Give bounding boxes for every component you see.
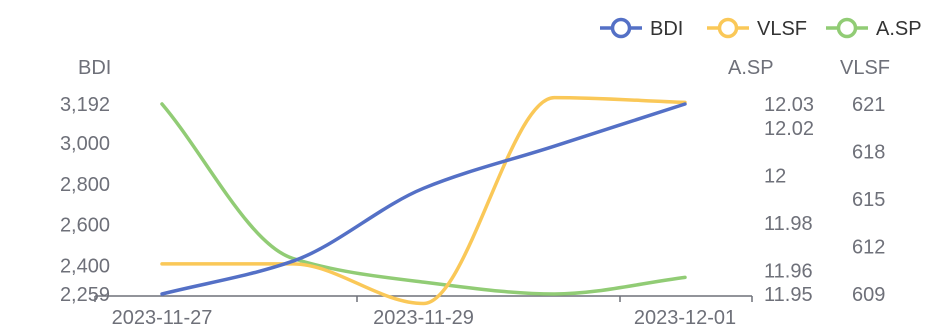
right-outer-axis-ticks: 609 612 615 618 621 — [852, 94, 885, 306]
legend-label: A.SP — [876, 18, 922, 40]
left-axis-ticks: 2,259 2,400 2,600 2,800 3,000 3,192 — [60, 94, 110, 306]
right-outer-tick-label: 609 — [852, 284, 885, 306]
left-tick-label: 2,800 — [60, 174, 110, 196]
legend-item-vlsf[interactable]: VLSF — [707, 17, 807, 40]
legend-label: VLSF — [757, 18, 807, 40]
right-outer-axis-name: VLSF — [840, 57, 890, 79]
right-inner-tick-label: 11.95 — [764, 284, 813, 306]
left-axis-name: BDI — [78, 57, 111, 79]
legend-item-bdi[interactable]: BDI — [600, 17, 683, 40]
legend-label: BDI — [650, 18, 683, 40]
legend-circle-marker — [836, 17, 858, 39]
legend-circle-marker — [610, 17, 632, 39]
left-tick-label: 2,259 — [60, 284, 110, 306]
right-outer-tick-label: 615 — [852, 189, 885, 211]
series-lines — [160, 95, 687, 306]
right-inner-tick-label: 12 — [764, 165, 786, 187]
series-line-bdi — [160, 102, 687, 296]
right-outer-tick-label: 612 — [852, 237, 885, 259]
x-axis: 2023-11-27 2023-11-29 2023-12-01 — [94, 295, 753, 325]
left-tick-label: 2,600 — [60, 215, 110, 237]
series-line-vlsf — [160, 95, 687, 306]
legend: BDI VLSF A.SP — [600, 17, 922, 40]
right-outer-tick-label: 618 — [852, 142, 885, 164]
x-tick-label: 2023-12-01 — [634, 307, 736, 325]
right-inner-tick-label: 12.03 — [764, 94, 814, 116]
legend-circle-marker — [717, 17, 739, 39]
left-tick-label: 2,400 — [60, 255, 110, 277]
right-inner-tick-label: 11.98 — [764, 213, 813, 235]
legend-item-a-sp[interactable]: A.SP — [826, 17, 922, 40]
x-tick-label: 2023-11-29 — [373, 307, 474, 325]
right-inner-tick-label: 11.96 — [764, 260, 813, 282]
right-inner-axis-name: A.SP — [728, 57, 774, 79]
x-tick-label: 2023-11-27 — [112, 307, 213, 325]
right-outer-tick-label: 621 — [852, 94, 885, 116]
series-line-a-sp — [160, 102, 687, 296]
left-tick-label: 3,192 — [60, 94, 110, 116]
left-tick-label: 3,000 — [60, 133, 110, 155]
right-inner-tick-label: 12.02 — [764, 118, 814, 140]
